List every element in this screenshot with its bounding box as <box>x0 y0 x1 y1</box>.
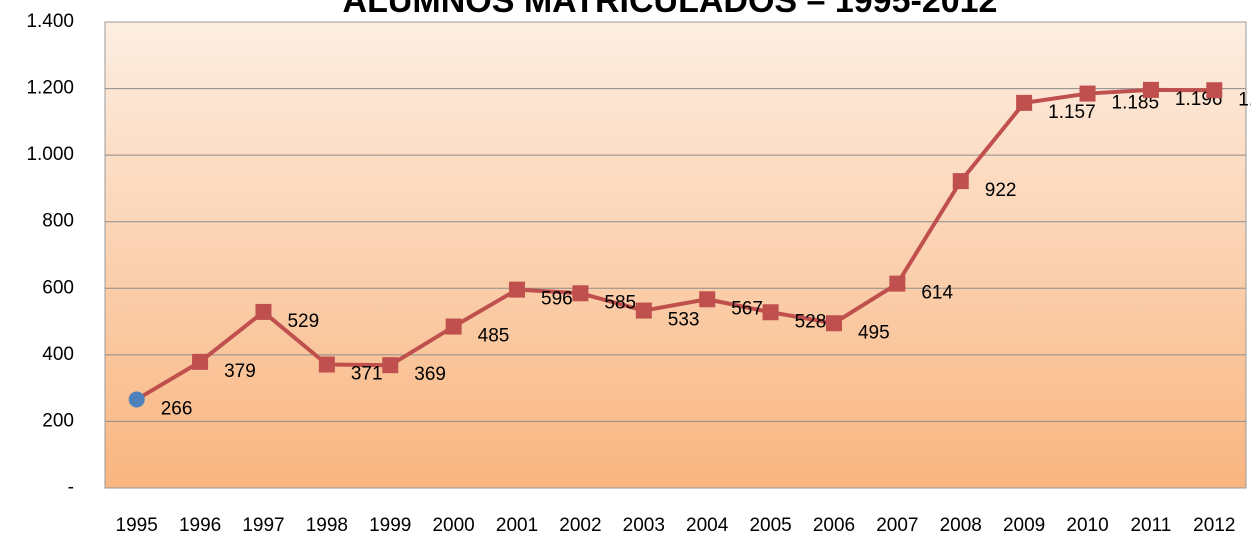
data-label: 266 <box>161 398 193 419</box>
x-tick-label: 2010 <box>1066 515 1108 536</box>
x-tick-label: 1999 <box>369 515 411 536</box>
marker <box>318 356 335 373</box>
data-label: 533 <box>668 310 700 331</box>
marker <box>952 173 969 190</box>
data-label: 371 <box>351 364 383 385</box>
marker <box>1206 82 1223 99</box>
data-label: 369 <box>414 364 446 385</box>
data-label: 1.195 <box>1238 89 1251 110</box>
x-tick-label: 2005 <box>749 515 791 536</box>
marker <box>1016 94 1033 111</box>
marker <box>825 315 842 332</box>
y-tick-label: 400 <box>42 344 74 365</box>
marker <box>128 391 145 408</box>
marker <box>1142 81 1159 98</box>
data-label: 922 <box>985 180 1017 201</box>
x-tick-label: 2003 <box>623 515 665 536</box>
x-tick-label: 2009 <box>1003 515 1045 536</box>
marker <box>762 304 779 321</box>
y-tick-label: 800 <box>42 211 74 232</box>
plot-area <box>104 21 1247 489</box>
x-tick-label: 2006 <box>813 515 855 536</box>
marker <box>699 291 716 308</box>
data-label: 614 <box>921 283 953 304</box>
x-tick-label: 1998 <box>306 515 348 536</box>
marker <box>382 357 399 374</box>
data-label: 379 <box>224 361 256 382</box>
marker <box>509 281 526 298</box>
data-label: 528 <box>795 311 827 332</box>
marker <box>1079 85 1096 102</box>
chart-title: ALUMNOS MATRICULADOS – 1995-2012 <box>343 0 998 20</box>
x-tick-label: 2012 <box>1193 515 1235 536</box>
x-tick-label: 2001 <box>496 515 538 536</box>
x-tick-label: 2004 <box>686 515 729 536</box>
marker <box>445 318 462 335</box>
y-tick-label: 200 <box>42 410 74 431</box>
data-label: 567 <box>731 298 763 319</box>
marker <box>255 303 272 320</box>
x-tick-label: 1995 <box>116 515 158 536</box>
y-tick-label: 1.400 <box>26 11 74 32</box>
x-tick-label: 2011 <box>1130 515 1171 536</box>
x-tick-label: 2007 <box>876 515 918 536</box>
x-tick-label: 1997 <box>242 515 284 536</box>
marker <box>889 275 906 292</box>
data-label: 596 <box>541 289 573 310</box>
x-tick-label: 2000 <box>432 515 474 536</box>
marker <box>635 302 652 319</box>
data-label: 485 <box>478 326 510 347</box>
marker <box>192 353 209 370</box>
y-tick-label: 600 <box>42 277 74 298</box>
data-label: 585 <box>604 292 636 313</box>
x-tick-label: 1996 <box>179 515 221 536</box>
data-label: 1.157 <box>1048 102 1096 123</box>
data-label: 529 <box>287 311 319 332</box>
x-tick-label: 2002 <box>559 515 601 536</box>
y-tick-label: - <box>68 477 74 498</box>
data-label: 495 <box>858 322 890 343</box>
line <box>135 87 1215 402</box>
y-tick-label: 1.200 <box>26 78 74 99</box>
marker <box>572 285 589 302</box>
x-tick-label: 2008 <box>940 515 982 536</box>
y-tick-label: 1.000 <box>26 144 74 165</box>
